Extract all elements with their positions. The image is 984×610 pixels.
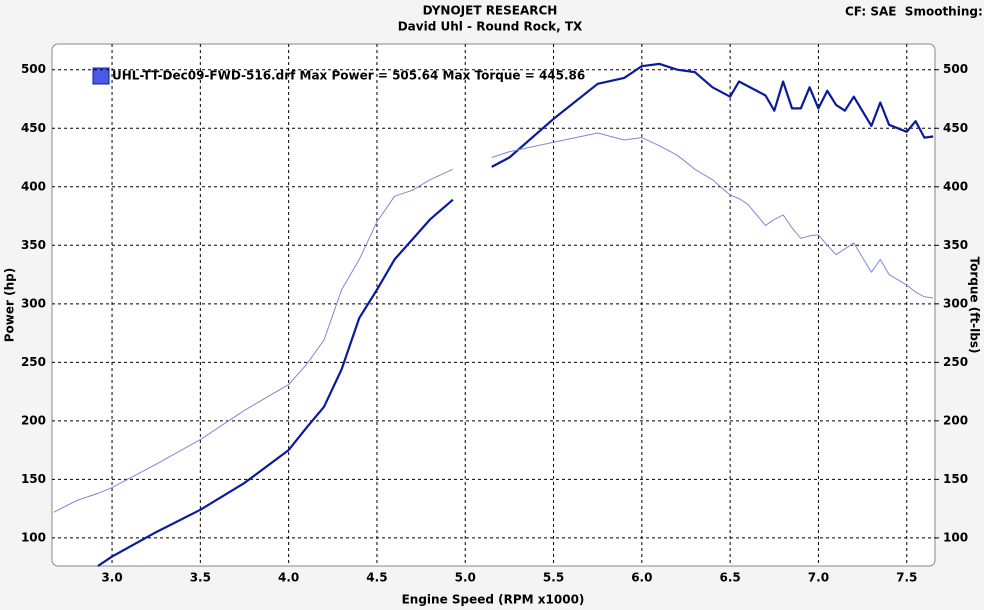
chart-subtitle: David Uhl - Round Rock, TX bbox=[398, 20, 583, 34]
y2-tick-label: 350 bbox=[943, 238, 968, 252]
x-axis-label: Engine Speed (RPM x1000) bbox=[402, 593, 585, 607]
y-tick-label: 100 bbox=[21, 530, 46, 544]
y2-tick-label: 150 bbox=[943, 472, 968, 486]
y2-tick-label: 250 bbox=[943, 355, 968, 369]
y2-tick-label: 300 bbox=[943, 296, 968, 310]
series-line bbox=[97, 62, 934, 567]
x-tick-label: 6.5 bbox=[720, 571, 741, 585]
x-tick-label: 4.5 bbox=[366, 571, 387, 585]
x-tick-label: 7.0 bbox=[808, 571, 829, 585]
x-tick-label: 5.0 bbox=[455, 571, 476, 585]
legend-text: UHL-TT-Dec09-FWD-516.drf Max Power = 505… bbox=[112, 69, 585, 83]
y-tick-label: 400 bbox=[21, 179, 46, 193]
series-line bbox=[53, 132, 934, 513]
y2-axis-label: Torque (ft-lbs) bbox=[968, 257, 982, 354]
chart-title: DYNOJET RESEARCH bbox=[423, 4, 558, 18]
corner-note: CF: SAE Smoothing: 0 bbox=[845, 5, 984, 19]
y-tick-label: 300 bbox=[21, 296, 46, 310]
plot-area bbox=[51, 43, 936, 567]
x-tick-label: 4.0 bbox=[278, 571, 299, 585]
y-axis-label: Power (hp) bbox=[3, 268, 17, 342]
legend-swatch bbox=[92, 67, 110, 85]
y-tick-label: 500 bbox=[21, 62, 46, 76]
x-tick-label: 3.5 bbox=[190, 571, 211, 585]
y2-tick-label: 200 bbox=[943, 413, 968, 427]
x-tick-label: 7.5 bbox=[896, 571, 917, 585]
y-tick-label: 200 bbox=[21, 413, 46, 427]
x-tick-label: 6.0 bbox=[631, 571, 652, 585]
y-tick-label: 150 bbox=[21, 472, 46, 486]
y-tick-label: 350 bbox=[21, 238, 46, 252]
x-tick-label: 5.5 bbox=[543, 571, 564, 585]
y2-tick-label: 100 bbox=[943, 530, 968, 544]
y2-tick-label: 450 bbox=[943, 121, 968, 135]
y-tick-label: 450 bbox=[21, 121, 46, 135]
y2-tick-label: 400 bbox=[943, 179, 968, 193]
x-tick-label: 3.0 bbox=[101, 571, 122, 585]
y2-tick-label: 500 bbox=[943, 62, 968, 76]
y-tick-label: 250 bbox=[21, 355, 46, 369]
